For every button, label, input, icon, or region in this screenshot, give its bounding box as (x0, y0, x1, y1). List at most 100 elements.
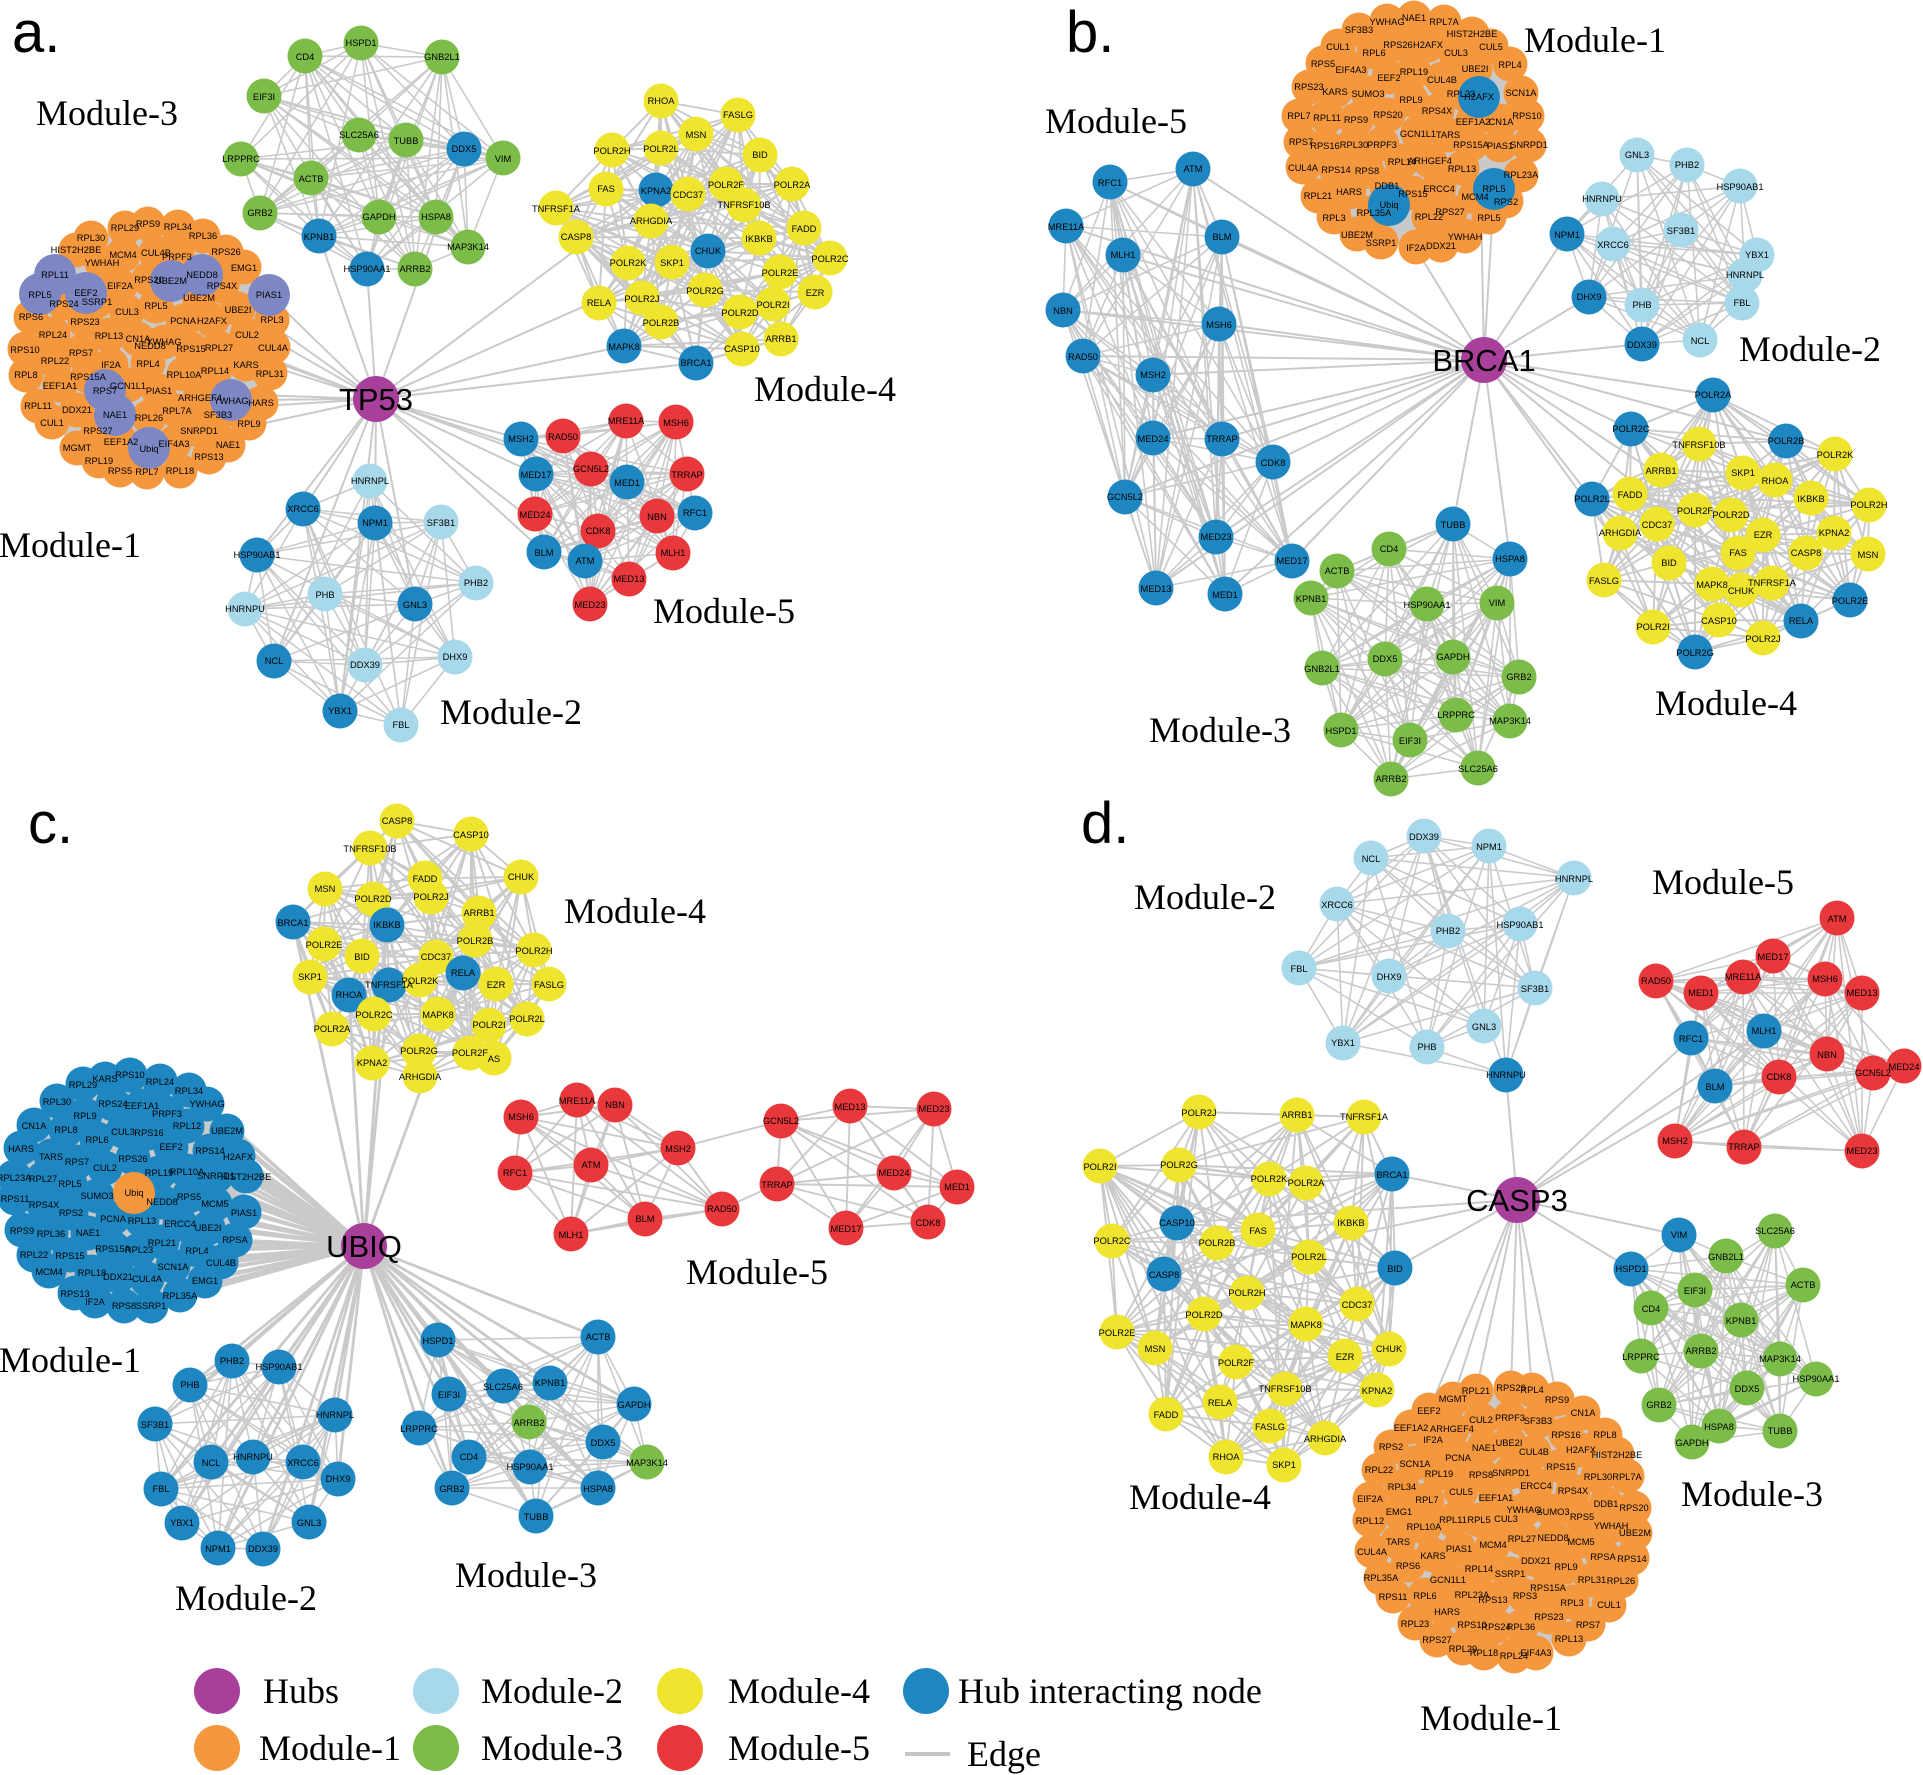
svg-text:RPL31: RPL31 (1578, 1575, 1606, 1585)
svg-text:HSPA8: HSPA8 (1704, 1422, 1734, 1432)
svg-text:YBX1: YBX1 (1331, 1038, 1355, 1048)
svg-text:RPL13: RPL13 (1555, 1634, 1583, 1644)
svg-text:RPL35A: RPL35A (163, 1291, 198, 1301)
svg-text:MRE11A: MRE11A (1725, 972, 1762, 982)
svg-text:MCM5: MCM5 (201, 1199, 228, 1209)
svg-text:EIF2A: EIF2A (1357, 1494, 1384, 1504)
svg-text:YBX1: YBX1 (1745, 250, 1769, 260)
svg-text:POLR2A: POLR2A (1288, 1178, 1325, 1188)
svg-text:Module-1: Module-1 (1524, 20, 1666, 60)
svg-text:IF2A: IF2A (1423, 1435, 1443, 1445)
svg-text:ATM: ATM (582, 1160, 601, 1170)
svg-text:MAPK8: MAPK8 (608, 342, 640, 352)
svg-text:EZR: EZR (1336, 1352, 1355, 1362)
svg-text:MED17: MED17 (1757, 952, 1788, 962)
svg-text:RPL18: RPL18 (1470, 1648, 1498, 1658)
svg-text:UBE2I: UBE2I (225, 305, 252, 315)
svg-text:MLH1: MLH1 (559, 1230, 584, 1240)
svg-text:BID: BID (1661, 558, 1677, 568)
svg-text:RPS4X: RPS4X (29, 1200, 60, 1210)
svg-text:RPS4X: RPS4X (207, 281, 238, 291)
svg-text:SUMO3: SUMO3 (1536, 1507, 1569, 1517)
svg-text:TRRAP: TRRAP (761, 1180, 793, 1190)
svg-text:GNL3: GNL3 (403, 600, 427, 610)
svg-text:Ubiq: Ubiq (124, 1188, 143, 1198)
svg-text:RPS24: RPS24 (49, 299, 78, 309)
svg-text:SKP1: SKP1 (660, 258, 684, 268)
svg-text:DDX5: DDX5 (1735, 1384, 1760, 1394)
svg-text:BRCA1: BRCA1 (680, 358, 711, 368)
svg-text:RPL31: RPL31 (256, 369, 284, 379)
svg-text:GRB2: GRB2 (1646, 1400, 1671, 1410)
svg-text:GAPDH: GAPDH (362, 212, 395, 222)
svg-text:MED24: MED24 (878, 1168, 909, 1178)
svg-text:POLR2F: POLR2F (1218, 1358, 1254, 1368)
svg-text:RPS6: RPS6 (19, 312, 43, 322)
svg-text:RPL5: RPL5 (144, 301, 167, 311)
svg-text:ARRB1: ARRB1 (463, 908, 494, 918)
svg-text:CDC37: CDC37 (1642, 520, 1672, 530)
svg-text:POLR2B: POLR2B (643, 318, 680, 328)
svg-text:RPS2: RPS2 (1494, 197, 1518, 207)
svg-text:MSN: MSN (1145, 1344, 1166, 1354)
svg-text:NAE1: NAE1 (76, 1228, 100, 1238)
svg-text:KPNA2: KPNA2 (357, 1058, 388, 1068)
svg-text:Module-4: Module-4 (564, 891, 706, 931)
svg-text:PRPF3: PRPF3 (152, 1109, 182, 1119)
svg-text:a.: a. (12, 0, 60, 65)
svg-text:PHB2: PHB2 (220, 1356, 244, 1366)
svg-text:FADD: FADD (1154, 1410, 1179, 1420)
svg-text:NAE1: NAE1 (103, 410, 127, 420)
svg-text:MED1: MED1 (1688, 988, 1714, 998)
svg-text:FASLG: FASLG (1589, 576, 1619, 586)
svg-text:SUMO3: SUMO3 (80, 1191, 113, 1201)
svg-text:RPL5: RPL5 (1482, 184, 1505, 194)
svg-text:DDB1: DDB1 (1375, 181, 1400, 191)
svg-text:Module-1: Module-1 (0, 525, 141, 565)
svg-text:RPL7: RPL7 (135, 467, 158, 477)
svg-text:ERCC4: ERCC4 (1423, 184, 1455, 194)
svg-text:RPL29: RPL29 (69, 1080, 97, 1090)
svg-text:SNRPD1: SNRPD1 (197, 1171, 235, 1181)
svg-text:MAP3K14: MAP3K14 (1759, 1354, 1801, 1364)
svg-text:RAD50: RAD50 (1068, 352, 1098, 362)
svg-text:POLR2J: POLR2J (1181, 1108, 1216, 1118)
svg-text:RPS15: RPS15 (1546, 1462, 1575, 1472)
svg-text:IKBKB: IKBKB (373, 920, 400, 930)
svg-text:RPL10A: RPL10A (170, 1167, 205, 1177)
svg-text:RPS7: RPS7 (93, 386, 117, 396)
svg-text:POLR2J: POLR2J (1745, 634, 1780, 644)
svg-text:PHB: PHB (1417, 1042, 1436, 1052)
svg-text:Module-4: Module-4 (754, 369, 896, 409)
svg-text:EEF2: EEF2 (1417, 1406, 1440, 1416)
svg-text:PRPF3: PRPF3 (1495, 1413, 1525, 1423)
svg-text:ARRB1: ARRB1 (1645, 466, 1676, 476)
svg-text:DHX9: DHX9 (1577, 292, 1602, 302)
svg-text:CDC37: CDC37 (1342, 1300, 1372, 1310)
svg-text:POLR2B: POLR2B (1768, 436, 1805, 446)
svg-text:KPNA2: KPNA2 (1362, 1386, 1393, 1396)
svg-text:NAE1: NAE1 (216, 440, 240, 450)
svg-text:NBN: NBN (1053, 306, 1073, 316)
svg-text:RPL5: RPL5 (58, 1179, 81, 1189)
svg-text:HNRNPL: HNRNPL (1726, 270, 1764, 280)
svg-text:TUBB: TUBB (524, 1512, 549, 1522)
svg-text:RAD50: RAD50 (707, 1204, 737, 1214)
svg-text:CUL4A: CUL4A (132, 1274, 163, 1284)
svg-text:RPL22: RPL22 (1365, 1465, 1393, 1475)
svg-text:BLM: BLM (1705, 1082, 1724, 1092)
svg-text:TUBB: TUBB (1768, 1426, 1793, 1436)
svg-text:Module-2: Module-2 (440, 692, 582, 732)
svg-text:CASP10: CASP10 (453, 830, 489, 840)
svg-text:SF3B1: SF3B1 (1521, 984, 1549, 994)
svg-text:RPL7: RPL7 (1287, 111, 1310, 121)
svg-text:RPL30: RPL30 (1340, 140, 1368, 150)
svg-text:Module-5: Module-5 (653, 591, 795, 631)
svg-text:TNFRSF1A: TNFRSF1A (1340, 1112, 1389, 1122)
svg-text:Module-2: Module-2 (1134, 877, 1276, 917)
svg-text:RPL27: RPL27 (29, 1174, 57, 1184)
svg-text:Module-2: Module-2 (1739, 329, 1881, 369)
svg-text:MRE11A: MRE11A (608, 416, 645, 426)
svg-text:RHOA: RHOA (1762, 476, 1790, 486)
svg-text:POLR2E: POLR2E (762, 268, 799, 278)
